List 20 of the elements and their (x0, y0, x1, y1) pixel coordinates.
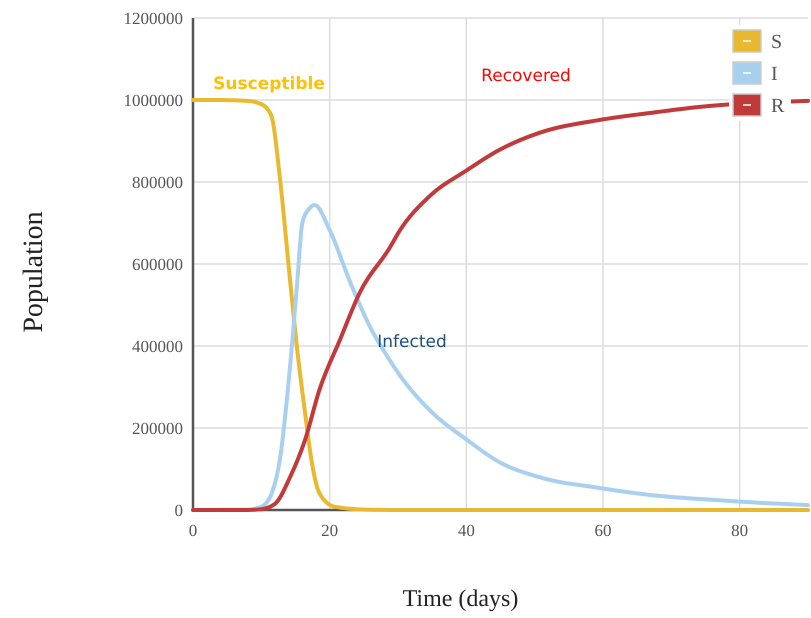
x-tick-label: 20 (321, 521, 338, 540)
x-tick-label: 60 (594, 521, 612, 540)
annotation: Infected (377, 332, 447, 352)
x-tick-label: 0 (188, 521, 198, 540)
annotation: Susceptible (213, 74, 325, 94)
x-tick-label: 40 (458, 521, 475, 540)
y-axis-title: Population (18, 211, 49, 333)
annotation: Recovered (481, 66, 571, 86)
y-tick-label: 1200000 (124, 8, 183, 28)
y-tick-label: 1000000 (124, 90, 183, 110)
legend-label: R (771, 95, 785, 117)
y-tick-label: 400000 (132, 336, 183, 356)
legend-label: S (771, 31, 782, 53)
y-tick-label: 800000 (132, 172, 183, 192)
y-tick-label: 200000 (132, 418, 183, 438)
y-tick-label: 600000 (132, 254, 183, 274)
x-axis-title: Time (days) (402, 586, 518, 612)
x-tick-label: 80 (731, 521, 748, 540)
y-tick-label: 0 (174, 500, 183, 520)
legend-label: I (771, 63, 778, 85)
